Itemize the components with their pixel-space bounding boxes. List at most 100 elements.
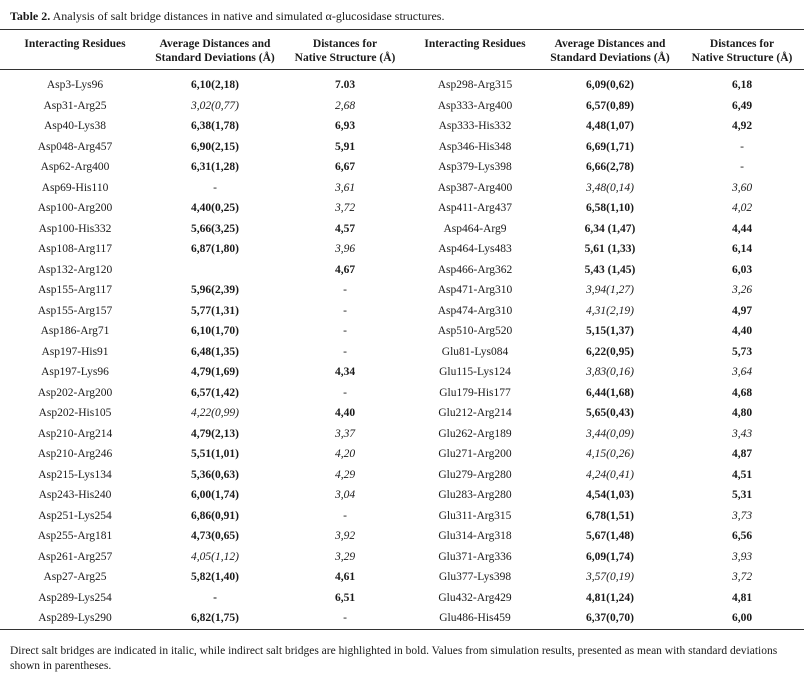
table-cell: - (343, 509, 347, 522)
table-cell: 4,31(2,19) (586, 304, 634, 317)
table-cell: 6,87(1,80) (191, 243, 239, 255)
table-cell: - (740, 140, 744, 153)
table-cell: 3,96 (334, 243, 356, 255)
table-cell: 4,44 (731, 222, 753, 235)
table-cell: 4,40 (334, 407, 356, 419)
table-cell: 5,36(0,63) (191, 468, 239, 481)
table-cell: 3,37 (334, 427, 356, 440)
table-cell: 4,67 (334, 263, 356, 276)
table-cell: 6,78(1,51) (586, 509, 634, 522)
table-cell: 5,43 (1,45) (584, 263, 636, 276)
table-cell: 3,64 (731, 366, 753, 378)
table-row: Asp108-Arg117 6,87(1,80) 3,96 Asp464-Lys483… (0, 239, 804, 260)
table-cell: 4,87 (731, 448, 753, 460)
table-row: Asp243-His240 6,00(1,74) 3,04 Glu283-Arg280… (0, 485, 804, 506)
table-cell: Glu271-Arg200 (438, 448, 512, 460)
column-header: Distances for Native Structure (Å) (294, 38, 396, 64)
column-header: Interacting Residues (424, 38, 526, 50)
table-cell: 4,40 (731, 325, 753, 337)
table-cell: 7.03 (334, 79, 356, 91)
table-row: Asp27-Arg25 5,82(1,40) 4,61 Glu377-Lys398 3,… (0, 567, 804, 588)
table-cell: 3,83(0,16) (586, 366, 634, 378)
table-cell: 4,48(1,07) (586, 120, 634, 132)
table-cell: Asp100-His332 (38, 222, 112, 235)
table-cell: 3,72 (731, 571, 753, 583)
table-cell: Asp387-Arg400 (437, 181, 513, 194)
table-cell: 3,72 (334, 202, 356, 214)
table-cell: Asp346-His348 (438, 140, 512, 153)
table-cell: Glu283-Arg280 (438, 489, 512, 501)
table-cell: Glu311-Arg315 (438, 509, 512, 522)
table-cell: Asp27-Arg25 (43, 571, 107, 583)
table-cell: 3,04 (334, 489, 356, 501)
table-cell: 3,60 (731, 181, 753, 194)
table-cell: Asp215-Lys134 (38, 468, 112, 481)
table-row: Asp202-Arg200 6,57(1,42) - Glu179-His177 6,4… (0, 383, 804, 404)
table-row: Asp155-Arg157 5,77(1,31) - Asp474-Arg310 4,3… (0, 301, 804, 322)
table-cell: 4,22(0,99) (191, 407, 239, 419)
table-cell: 6,00(1,74) (191, 489, 239, 501)
table-cell: 6,10(2,18) (191, 79, 239, 91)
table-cell: 4,51 (731, 468, 753, 481)
table-cell: Asp210-Arg214 (37, 427, 113, 440)
table-cell: 6,56 (731, 530, 753, 542)
table-cell: 6,49 (731, 99, 753, 112)
table-cell: 6,37(0,70) (586, 612, 634, 624)
table-cell: 6,00 (731, 612, 753, 624)
table-cell: Asp155-Arg157 (37, 304, 113, 317)
table-cell: 4,81(1,24) (586, 591, 634, 604)
table-cell: 6,34 (1,47) (584, 222, 636, 235)
table-cell: Glu486-His459 (439, 612, 511, 624)
table-cell: 3,48(0,14) (586, 181, 634, 194)
table-cell: Asp298-Arg315 (437, 79, 513, 91)
table-cell: Asp197-His91 (41, 345, 109, 358)
table-cell: 4,97 (731, 304, 753, 317)
table-row: Asp69-His110 - 3,61 Asp387-Arg400 3,48(0,14)… (0, 178, 804, 199)
table-cell: Asp251-Lys254 (38, 509, 112, 522)
table-cell: 5,65(0,43) (586, 407, 634, 419)
table-cell: Asp202-Arg200 (37, 386, 113, 399)
table-cell: Asp261-Arg257 (37, 550, 113, 563)
table-cell: 4,34 (334, 366, 356, 378)
table-cell: - (740, 161, 744, 173)
table-cell: 3,73 (731, 509, 753, 522)
table-cell: 5,66(3,25) (191, 222, 239, 235)
table-cell: Asp100-Arg200 (37, 202, 113, 214)
table-row: Asp255-Arg181 4,73(0,65) 3,92 Glu314-Arg318… (0, 526, 804, 547)
table-cell: 4,61 (334, 571, 356, 583)
table-cell: Glu115-Lys124 (439, 366, 511, 378)
table-cell: 3,44(0,09) (586, 427, 634, 440)
table-cell: 5,67(1,48) (586, 530, 634, 542)
table-cell: Glu212-Arg214 (438, 407, 512, 419)
table-cell: 5,73 (731, 345, 753, 358)
table-cell: - (343, 612, 347, 624)
table-cell: 6,31(1,28) (191, 161, 239, 173)
table-cell: 4,81 (731, 591, 753, 604)
table-cell: Asp243-His240 (38, 489, 112, 501)
table-cell: 6,09(1,74) (586, 550, 634, 563)
table-cell: 4,79(1,69) (191, 366, 239, 378)
table-cell: Asp466-Arg362 (437, 263, 513, 276)
table-cell: Asp464-Arg9 (443, 222, 507, 235)
table-cell: 6,66(2,78) (586, 161, 634, 173)
table-cell: Asp3-Lys96 (46, 79, 104, 91)
table-row: Asp210-Arg246 5,51(1,01) 4,20 Glu271-Arg200… (0, 444, 804, 465)
table-cell: Asp289-Lys254 (38, 591, 112, 604)
table-cell: 2,68 (334, 99, 356, 112)
caption-text: Analysis of salt bridge distances in nat… (52, 9, 445, 23)
table-cell: Asp333-Arg400 (437, 99, 513, 112)
table-cell: Glu81-Lys084 (441, 345, 509, 358)
table-cell: - (343, 386, 347, 399)
table-cell: - (213, 591, 217, 604)
table-cell: 6,09(0,62) (586, 79, 634, 91)
table-cell: 6,93 (334, 120, 356, 132)
column-header: Interacting Residues (24, 38, 126, 50)
table-cell: Asp464-Lys483 (438, 243, 512, 255)
table-cell: - (343, 325, 347, 337)
table-row: Asp261-Arg257 4,05(1,12) 3,29 Glu371-Arg336… (0, 547, 804, 568)
footnote: Direct salt bridges are indicated in ita… (10, 645, 778, 672)
table-row: Asp155-Arg117 5,96(2,39) - Asp471-Arg310 3,9… (0, 280, 804, 301)
table-cell: 6,38(1,78) (191, 120, 239, 132)
table-cell: 6,69(1,71) (586, 140, 634, 153)
table-row: Asp210-Arg214 4,79(2,13) 3,37 Glu262-Arg189… (0, 424, 804, 445)
